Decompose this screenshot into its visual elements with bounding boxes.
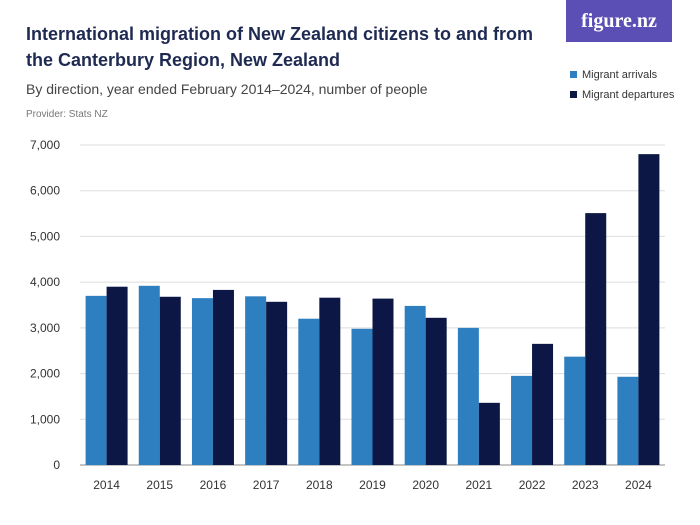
bar: [585, 213, 607, 465]
bar: [212, 289, 234, 465]
bar: [404, 305, 426, 465]
y-tick-label: 1,000: [30, 412, 60, 426]
bar: [319, 297, 341, 465]
x-tick-label: 2017: [253, 478, 280, 492]
y-tick-label: 7,000: [30, 138, 60, 152]
bar: [617, 376, 639, 465]
bar: [351, 328, 373, 465]
bar: [85, 295, 107, 465]
x-tick-label: 2016: [200, 478, 227, 492]
x-tick-label: 2014: [93, 478, 120, 492]
x-tick-label: 2020: [412, 478, 439, 492]
y-tick-label: 2,000: [30, 367, 60, 381]
x-tick-label: 2023: [572, 478, 599, 492]
bar: [638, 154, 660, 465]
bar: [159, 296, 181, 465]
legend-label: Migrant departures: [582, 89, 675, 101]
bar: [457, 327, 479, 465]
legend-label: Migrant arrivals: [582, 69, 658, 81]
x-tick-label: 2019: [359, 478, 386, 492]
title-line: International migration of New Zealand c…: [26, 24, 533, 44]
bar: [564, 356, 586, 465]
provider: Provider: Stats NZ: [26, 109, 108, 120]
bar: [245, 296, 267, 465]
y-tick-label: 0: [53, 458, 60, 472]
legend-swatch: [570, 71, 577, 78]
x-tick-label: 2021: [466, 478, 493, 492]
y-tick-label: 3,000: [30, 321, 60, 335]
bar: [298, 318, 320, 465]
title-line: the Canterbury Region, New Zealand: [26, 50, 340, 70]
y-tick-label: 5,000: [30, 229, 60, 243]
legend-swatch: [570, 91, 577, 98]
chart-subtitle: By direction, year ended February 2014–2…: [26, 81, 428, 97]
bar: [266, 301, 288, 465]
x-tick-label: 2018: [306, 478, 333, 492]
bar: [372, 298, 394, 465]
bar: [532, 343, 554, 465]
bar: [191, 298, 213, 465]
bar: [425, 317, 447, 465]
bar: [138, 285, 160, 465]
bar: [511, 375, 533, 465]
bar: [478, 402, 500, 465]
bar: [106, 286, 128, 465]
x-tick-label: 2015: [146, 478, 173, 492]
logo: figure.nz: [581, 10, 657, 32]
x-tick-label: 2024: [625, 478, 652, 492]
x-tick-label: 2022: [519, 478, 546, 492]
logo-box: [566, 0, 672, 42]
chart-title: International migration of New Zealand c…: [26, 24, 533, 70]
y-tick-label: 4,000: [30, 275, 60, 289]
y-tick-label: 6,000: [30, 184, 60, 198]
